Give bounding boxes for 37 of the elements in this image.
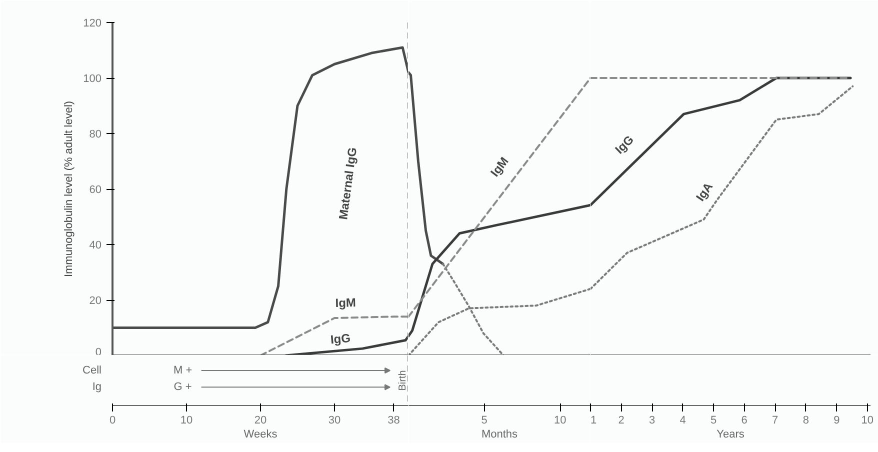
text: M + [173,364,192,376]
x-tick-label: 10 [861,414,874,426]
annotation: IgM [335,296,356,310]
text: Cell [82,364,102,376]
x-axis-title: Months [481,428,518,440]
y-tick-label: 100 [83,73,102,85]
annotation: IgG [330,330,352,347]
x-tick-label: 5 [481,414,488,426]
annotation: Maternal IgG [336,146,360,220]
x-tick-label: 3 [648,414,656,426]
x-tick-label: 20 [254,414,267,426]
x-tick-label: 4 [680,414,686,426]
x-tick-label: 1 [590,414,597,426]
y-tick-label: 60 [89,184,102,196]
x-tick-label: 0 [109,414,116,426]
text: Ig [92,381,102,394]
x-axis-title: Weeks [244,428,278,440]
x-tick-label: 7 [772,414,778,426]
x-tick-label: 8 [802,414,809,426]
y-tick-label: 40 [89,240,102,252]
x-tick-label: 10 [554,414,566,426]
x-tick-label: 38 [388,414,400,426]
annotation: IgG [612,132,636,157]
x-tick-label: 30 [328,414,341,426]
text: G + [174,381,192,394]
ref-line-label: Birth [398,370,408,391]
x-tick-label: 9 [834,414,840,426]
x-tick-label: 10 [180,414,193,426]
y-tick-label: 80 [89,128,102,140]
x-axis-title: Years [716,428,745,440]
y-axis-title: Immunoglobulin level (% adult level) [63,100,76,278]
x-tick-label: 2 [618,414,624,426]
y-tick-label: 120 [83,18,102,30]
x-tick-label: 5 [710,414,717,426]
x-tick-label: 6 [741,414,748,426]
annotation: IgA [693,180,716,204]
y-tick-label: 20 [89,295,102,307]
